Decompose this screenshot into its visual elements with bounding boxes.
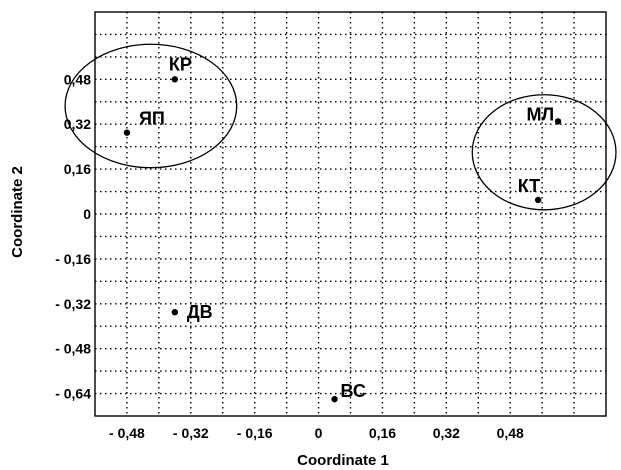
data-point-label: МЛ [526, 104, 554, 124]
x-tick-label: 0,32 [433, 425, 460, 441]
data-points: КР ЯП МЛ КТ ДВ ВС [123, 54, 562, 403]
y-tick-label: - 0,64 [55, 386, 91, 402]
data-point-label: КТ [518, 176, 540, 196]
data-point-label: ВС [341, 381, 366, 401]
data-point [534, 196, 542, 204]
x-tick-label: 0,16 [369, 425, 396, 441]
y-axis-title: Coordinate 2 [9, 166, 26, 258]
x-tick-label: 0,48 [497, 425, 524, 441]
y-tick-label: - 0,48 [55, 341, 91, 357]
x-axis-title: Coordinate 1 [297, 452, 389, 469]
data-point-label: КР [169, 54, 192, 74]
data-point [171, 76, 179, 83]
data-point-label: ЯП [139, 109, 165, 129]
grid-lines [95, 12, 606, 416]
x-tick-label: 0 [315, 425, 323, 441]
x-tick-labels: - 0,48 - 0,32 - 0,16 0 0,16 0,32 0,48 [109, 425, 524, 441]
y-tick-label: 0 [83, 206, 91, 222]
y-tick-label: - 0,32 [55, 296, 91, 312]
x-tick-label: - 0,48 [109, 425, 145, 441]
plot-frame [94, 11, 607, 417]
cluster-ellipse [471, 94, 617, 211]
data-point [331, 395, 338, 403]
data-point [171, 308, 179, 316]
cluster-ellipse [64, 43, 238, 169]
x-tick-label: - 0,32 [173, 425, 209, 441]
y-tick-label: - 0,16 [55, 251, 91, 267]
x-tick-label: - 0,16 [237, 425, 273, 441]
data-point [554, 118, 562, 125]
data-point-label: ДВ [187, 302, 213, 322]
y-tick-label: 0,16 [64, 161, 91, 177]
y-tick-label: 0,32 [64, 116, 91, 132]
cluster-ellipses [64, 43, 617, 211]
data-point [123, 129, 131, 136]
y-tick-labels: 0,480,320,160- 0,16- 0,32- 0,48- 0,64 [55, 71, 91, 401]
